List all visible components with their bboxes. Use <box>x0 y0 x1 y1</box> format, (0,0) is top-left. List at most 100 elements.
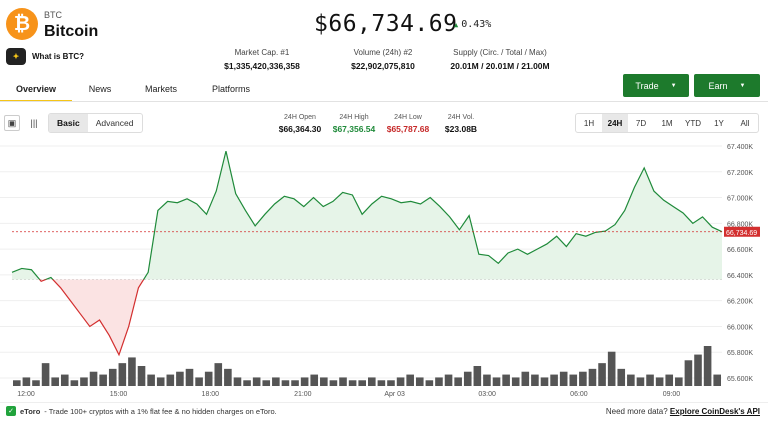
tab-news[interactable]: News <box>88 84 112 94</box>
range-ytd[interactable]: YTD <box>685 118 701 128</box>
volume-bar <box>176 371 184 386</box>
x-tick-label: 18:00 <box>202 391 220 398</box>
what-is-btc-label: What is BTC? <box>32 52 84 61</box>
volume-bar <box>598 363 606 386</box>
supply-stat: Supply (Circ. / Total / Max) 20.01M / 20… <box>440 48 560 71</box>
bitcoin-logo-icon: ₿ <box>6 8 38 40</box>
range-1m[interactable]: 1M <box>661 118 673 128</box>
line-chart-icon[interactable]: ||| <box>30 118 38 128</box>
volume-bar <box>281 380 290 386</box>
area-above-open <box>12 151 722 280</box>
earn-button[interactable]: Earn ▼ <box>694 74 760 97</box>
y-tick-label: 66.400K <box>727 273 753 280</box>
volume-bar <box>272 377 280 386</box>
volume-bar <box>435 377 443 386</box>
volume-bar <box>214 363 223 386</box>
volume-bar <box>579 371 587 386</box>
price-chart[interactable]: 67.400K 67.200K 67.000K 66.800K 66.600K 66.40… <box>0 138 768 400</box>
volume-bar <box>387 380 395 386</box>
volume-bar <box>320 377 328 386</box>
what-is-btc-link[interactable]: ✦ What is BTC? <box>6 48 84 65</box>
volume-bar <box>156 377 165 386</box>
volume-stat: Volume (24h) #2 $22,902,075,810 <box>333 48 433 71</box>
y-tick-label: 66.800K <box>727 221 753 228</box>
volume-bar <box>310 374 319 386</box>
volume-bar <box>166 374 175 386</box>
advanced-mode-button[interactable]: Advanced <box>95 118 134 128</box>
volume-bar <box>32 380 40 386</box>
volume-bar <box>70 380 79 386</box>
volume-bar <box>22 377 31 386</box>
stat-label: Volume (24h) #2 <box>353 48 413 57</box>
volume-bar <box>694 354 702 386</box>
volume-bar <box>454 377 462 386</box>
volume-bar <box>607 351 616 386</box>
volume-bar <box>41 363 50 386</box>
volume-bar <box>204 371 213 386</box>
volume-bar <box>339 377 347 386</box>
footer-divider <box>0 402 768 403</box>
stat-value: $65,787.68 <box>386 124 430 134</box>
range-7d[interactable]: 7D <box>635 118 647 128</box>
volume-bar <box>559 371 568 386</box>
explore-api-link[interactable]: Explore CoinDesk's API <box>669 407 760 416</box>
tab-overview[interactable]: Overview <box>0 78 72 102</box>
volume-bar <box>80 377 88 386</box>
stat-value: $67,356.54 <box>332 124 376 134</box>
volume-bar <box>329 380 338 386</box>
etoro-promo[interactable]: ✓ eToro - Trade 100+ cryptos with a 1% f… <box>6 406 277 416</box>
volume-bar <box>137 366 146 386</box>
range-1h[interactable]: 1H <box>583 118 595 128</box>
volume-bar <box>550 374 558 386</box>
x-tick-label: 12:00 <box>17 391 35 398</box>
trade-button[interactable]: Trade ▼ <box>623 74 689 97</box>
volume-bar <box>521 371 530 386</box>
stat-value: $66,364.30 <box>278 124 322 134</box>
chart-mode-toggle: Basic Advanced <box>48 113 143 133</box>
volume-bar <box>233 377 242 386</box>
volume-bar <box>368 377 376 386</box>
time-range-selector: 1H 24H 7D 1M YTD 1Y All <box>575 113 759 133</box>
chevron-down-icon: ▼ <box>739 82 746 89</box>
volume-bar <box>396 377 405 386</box>
tab-markets[interactable]: Markets <box>144 84 177 94</box>
earn-button-label: Earn <box>708 80 728 91</box>
volume-bar <box>252 377 261 386</box>
current-price: $66,734.69 <box>314 11 458 37</box>
volume-bar <box>300 377 309 386</box>
stat-24h-low: 24H Low $65,787.68 <box>381 114 435 134</box>
x-tick-label: 15:00 <box>110 391 128 398</box>
stat-label: 24H Open <box>284 114 316 121</box>
price-line-up <box>11 151 723 280</box>
chevron-down-icon: ▼ <box>670 82 677 89</box>
volume-bar <box>617 368 626 386</box>
y-tick-label: 67.400K <box>727 144 753 151</box>
api-promo: Need more data? Explore CoinDesk's API <box>606 407 760 416</box>
volume-bar <box>185 368 194 386</box>
volume-bar <box>703 346 712 386</box>
volume-bar <box>636 377 645 386</box>
range-all[interactable]: All <box>740 118 750 128</box>
range-1y[interactable]: 1Y <box>714 118 724 128</box>
range-24h[interactable]: 24H <box>602 114 628 132</box>
volume-bar <box>463 371 472 386</box>
basic-mode-button[interactable]: Basic <box>49 114 88 132</box>
volume-bar <box>13 380 21 386</box>
volume-bar <box>425 380 434 386</box>
volume-bar <box>291 380 299 386</box>
y-tick-label: 66.600K <box>727 247 753 254</box>
x-tick-label: Apr 03 <box>384 391 405 398</box>
volume-bar <box>540 377 549 386</box>
volume-bar <box>406 374 414 386</box>
price-line-down <box>38 279 145 357</box>
volume-bar <box>588 368 597 386</box>
volume-bar <box>348 380 357 386</box>
volume-bar <box>675 377 683 386</box>
coin-ticker: BTC <box>44 10 62 20</box>
market-cap-stat: Market Cap. #1 $1,335,420,336,358 <box>212 48 312 71</box>
etoro-name: eToro <box>20 406 41 416</box>
y-tick-label: 65.600K <box>727 376 753 383</box>
tab-platforms[interactable]: Platforms <box>211 84 250 94</box>
candlestick-icon[interactable]: ▣ <box>4 115 20 131</box>
volume-bar <box>569 374 578 386</box>
